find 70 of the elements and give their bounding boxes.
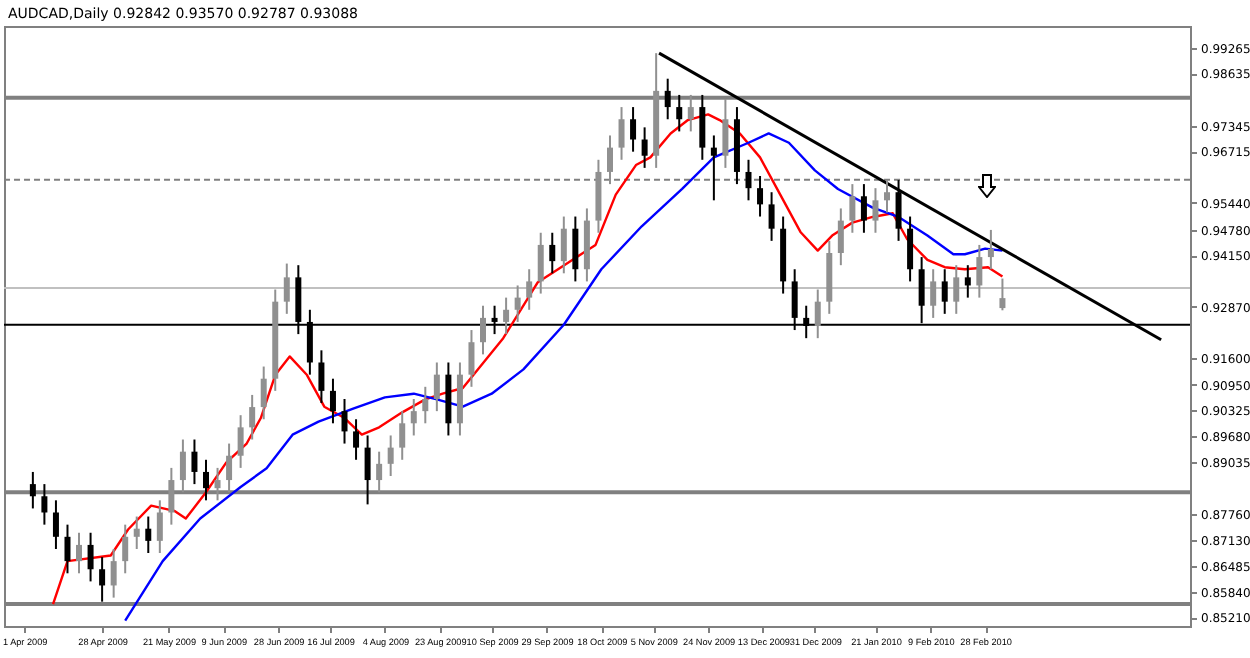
- candlestick: [214, 466, 221, 502]
- candlestick: [410, 397, 417, 437]
- candlestick: [29, 470, 36, 510]
- candlestick: [133, 515, 140, 550]
- candlestick: [987, 228, 994, 271]
- candlestick: [757, 175, 764, 218]
- candlestick: [399, 410, 406, 461]
- candlestick: [976, 243, 983, 299]
- candlestick: [606, 134, 613, 186]
- candlestick: [999, 277, 1006, 312]
- candlestick: [99, 556, 106, 603]
- candlestick: [387, 434, 394, 477]
- candlestick: [895, 179, 902, 242]
- candlestick: [433, 361, 440, 413]
- candlestick: [260, 365, 267, 421]
- candlestick: [364, 434, 371, 506]
- candlestick: [860, 183, 867, 234]
- candlestick: [203, 458, 209, 502]
- candlestick: [630, 106, 637, 153]
- candlestick: [179, 438, 186, 494]
- candlestick: [537, 231, 544, 295]
- candlestick: [376, 450, 383, 494]
- candlestick: [156, 499, 163, 555]
- candlestick: [52, 499, 59, 550]
- candlestick: [872, 187, 879, 234]
- candlestick: [526, 268, 533, 311]
- candlestick: [814, 288, 821, 340]
- candlestick: [122, 523, 129, 575]
- candlestick: [503, 296, 510, 336]
- candlestick: [676, 93, 683, 133]
- candlestick: [191, 438, 198, 486]
- candlestick: [687, 93, 694, 133]
- candlestick: [964, 264, 971, 299]
- candlestick: [907, 215, 914, 283]
- candlestick: [480, 304, 487, 356]
- candlestick: [341, 397, 348, 445]
- candlestick: [422, 385, 429, 425]
- candlestick: [710, 134, 717, 202]
- candlestick: [283, 262, 290, 315]
- candlestick: [560, 215, 567, 275]
- candlestick: [87, 531, 94, 583]
- candlestick: [722, 97, 729, 169]
- candlestick: [953, 264, 960, 315]
- candlestick: [514, 284, 521, 323]
- candlestick: [41, 483, 48, 526]
- candlestick: [664, 77, 671, 121]
- candlestick: [353, 418, 360, 461]
- candlestick: [884, 179, 891, 214]
- candlestick: [329, 377, 336, 425]
- candlestick: [837, 207, 844, 267]
- candlestick: [572, 215, 579, 283]
- candlestick: [249, 393, 256, 441]
- candlestick: [468, 329, 475, 388]
- candlestick: [318, 349, 325, 405]
- candlestick: [745, 158, 752, 202]
- candlestick: [168, 466, 175, 526]
- candlestick: [849, 183, 856, 234]
- candlestick: [110, 547, 117, 599]
- candlestick: [930, 268, 937, 319]
- candlestick: [549, 231, 556, 275]
- candlestick: [237, 414, 244, 469]
- candlestick: [768, 191, 775, 242]
- candlestick: [226, 442, 233, 494]
- candlestick: [145, 515, 152, 555]
- candlestick: [699, 93, 706, 161]
- candlestick: [618, 106, 625, 161]
- candlestick: [941, 268, 948, 315]
- candlestick: [641, 126, 648, 169]
- candlestick: [64, 523, 71, 575]
- candlestick: [76, 531, 83, 575]
